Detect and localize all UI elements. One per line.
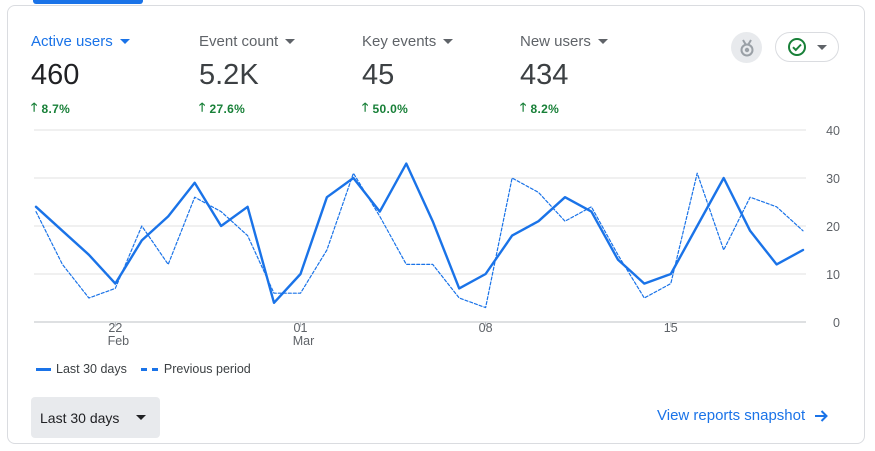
metric-tab-new-users[interactable]: New users 434 🡑 8.2%	[520, 31, 608, 119]
chevron-down-icon	[285, 39, 296, 44]
view-reports-snapshot-link[interactable]: View reports snapshot	[657, 407, 829, 424]
metric-change: 🡑 27.6%	[199, 98, 295, 119]
metric-change: 🡑 8.7%	[31, 98, 130, 119]
chevron-down-icon	[443, 39, 454, 44]
active-metric-indicator	[33, 0, 143, 4]
snapshot-link-label: View reports snapshot	[657, 407, 806, 424]
arrow-right-icon	[813, 408, 829, 424]
metric-change: 🡑 8.2%	[520, 98, 608, 119]
metric-change: 🡑 50.0%	[362, 98, 453, 119]
chevron-down-icon	[119, 39, 130, 44]
legend-label: Previous period	[163, 362, 251, 376]
insights-medal-icon	[740, 38, 753, 56]
metric-tab-key-events[interactable]: Key events 45 🡑 50.0%	[362, 31, 454, 119]
chevron-down-icon	[136, 415, 146, 420]
metric-value: 45	[362, 59, 395, 91]
metric-label: New users	[520, 32, 591, 50]
metric-tab-event-count[interactable]: Event count 5.2K 🡑 27.6%	[199, 31, 296, 119]
chevron-down-icon	[597, 39, 608, 44]
date-range-dropdown[interactable]: Last 30 days	[31, 397, 160, 438]
legend-label: Last 30 days	[56, 362, 127, 376]
metric-tab-active-users[interactable]: Active users 460 🡑 8.7%	[31, 31, 130, 119]
metric-value: 460	[31, 59, 80, 91]
chart-legend: Last 30 days Previous period	[36, 362, 265, 376]
check-circle-icon	[788, 38, 806, 56]
arrow-up-icon: 🡑	[520, 100, 527, 114]
legend-item-current: Last 30 days	[36, 362, 127, 376]
data-status-dropdown[interactable]	[775, 32, 839, 62]
legend-swatch-solid	[36, 367, 51, 371]
chevron-down-icon	[817, 44, 827, 50]
metric-label: Active users	[31, 32, 113, 50]
arrow-up-icon: 🡑	[362, 100, 369, 114]
date-range-label: Last 30 days	[40, 409, 120, 426]
metric-value: 5.2K	[199, 59, 259, 91]
insights-button[interactable]	[731, 32, 762, 63]
metric-label: Event count	[199, 32, 279, 50]
legend-item-previous: Previous period	[140, 362, 251, 376]
metric-value: 434	[520, 59, 569, 91]
arrow-up-icon: 🡑	[31, 100, 38, 114]
metric-label: Key events	[362, 32, 437, 50]
arrow-up-icon: 🡑	[199, 100, 206, 114]
legend-swatch-dashed	[140, 367, 158, 371]
